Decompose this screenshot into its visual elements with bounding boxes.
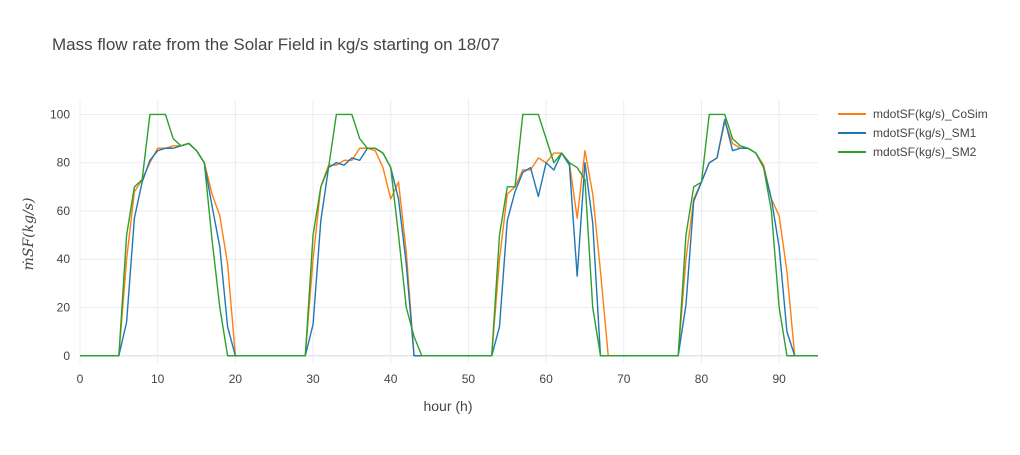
x-tick-label: 90 — [772, 372, 786, 386]
x-tick-label: 40 — [384, 372, 398, 386]
x-tick-label: 70 — [617, 372, 631, 386]
legend-label-2: mdotSF(kg/s)_SM1 — [873, 126, 977, 140]
y-axis-title: ṁSF(kg/s) — [21, 198, 37, 271]
x-tick-label: 80 — [695, 372, 709, 386]
legend-label-3: mdotSF(kg/s)_SM2 — [873, 145, 977, 159]
y-tick-label: 20 — [57, 301, 71, 315]
x-tick-label: 50 — [462, 372, 476, 386]
legend-label-1: mdotSF(kg/s)_CoSim — [873, 107, 988, 121]
legend: mdotSF(kg/s)_CoSim mdotSF(kg/s)_SM1 mdotSF… — [838, 107, 988, 159]
y-axis-ticks: 0 20 40 60 80 100 — [50, 107, 70, 362]
x-tick-label: 60 — [539, 372, 553, 386]
y-tick-label: 40 — [57, 252, 71, 266]
grid-layer — [79, 100, 818, 363]
x-axis-title: hour (h) — [423, 398, 472, 414]
series-layer — [80, 113, 818, 357]
chart-title: Mass flow rate from the Solar Field in k… — [52, 35, 500, 54]
x-tick-label: 0 — [77, 372, 84, 386]
y-tick-label: 60 — [57, 204, 71, 218]
y-tick-label: 80 — [57, 156, 71, 170]
series-line-3 — [80, 113, 818, 357]
y-tick-label: 100 — [50, 107, 70, 121]
series-line-1 — [80, 121, 818, 357]
series-line-2 — [80, 118, 818, 357]
x-tick-label: 30 — [306, 372, 320, 386]
x-tick-label: 10 — [151, 372, 165, 386]
y-tick-label: 0 — [63, 349, 70, 363]
x-axis-ticks: 0 10 20 30 40 50 60 70 80 90 — [77, 372, 786, 386]
x-tick-label: 20 — [229, 372, 243, 386]
